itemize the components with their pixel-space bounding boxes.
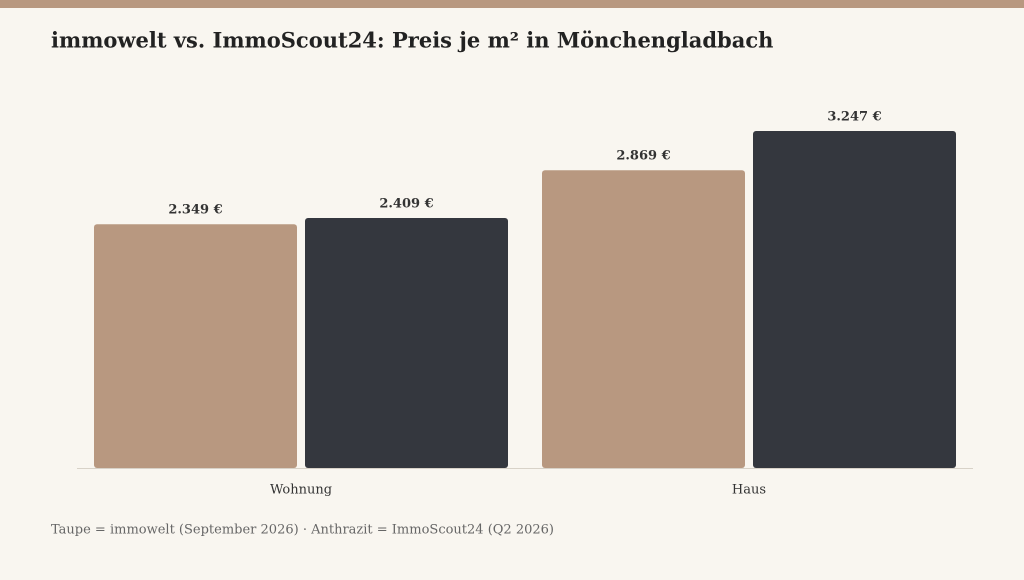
chart-title: immowelt vs. ImmoScout24: Preis je m² in… — [51, 28, 773, 53]
bar — [94, 224, 297, 468]
x-tick-label: Haus — [732, 483, 766, 498]
top-bar — [0, 0, 1024, 8]
bar — [305, 217, 508, 468]
value-label: 2.409 € — [379, 196, 433, 211]
value-label: 2.349 € — [168, 203, 222, 218]
value-label: 2.869 € — [616, 149, 670, 164]
value-label: 3.247 € — [827, 110, 881, 125]
x-tick-label: Wohnung — [270, 483, 332, 498]
bar — [542, 170, 745, 468]
note: Taupe = immowelt (September 2026) · Anth… — [51, 523, 554, 538]
bar — [753, 131, 956, 468]
